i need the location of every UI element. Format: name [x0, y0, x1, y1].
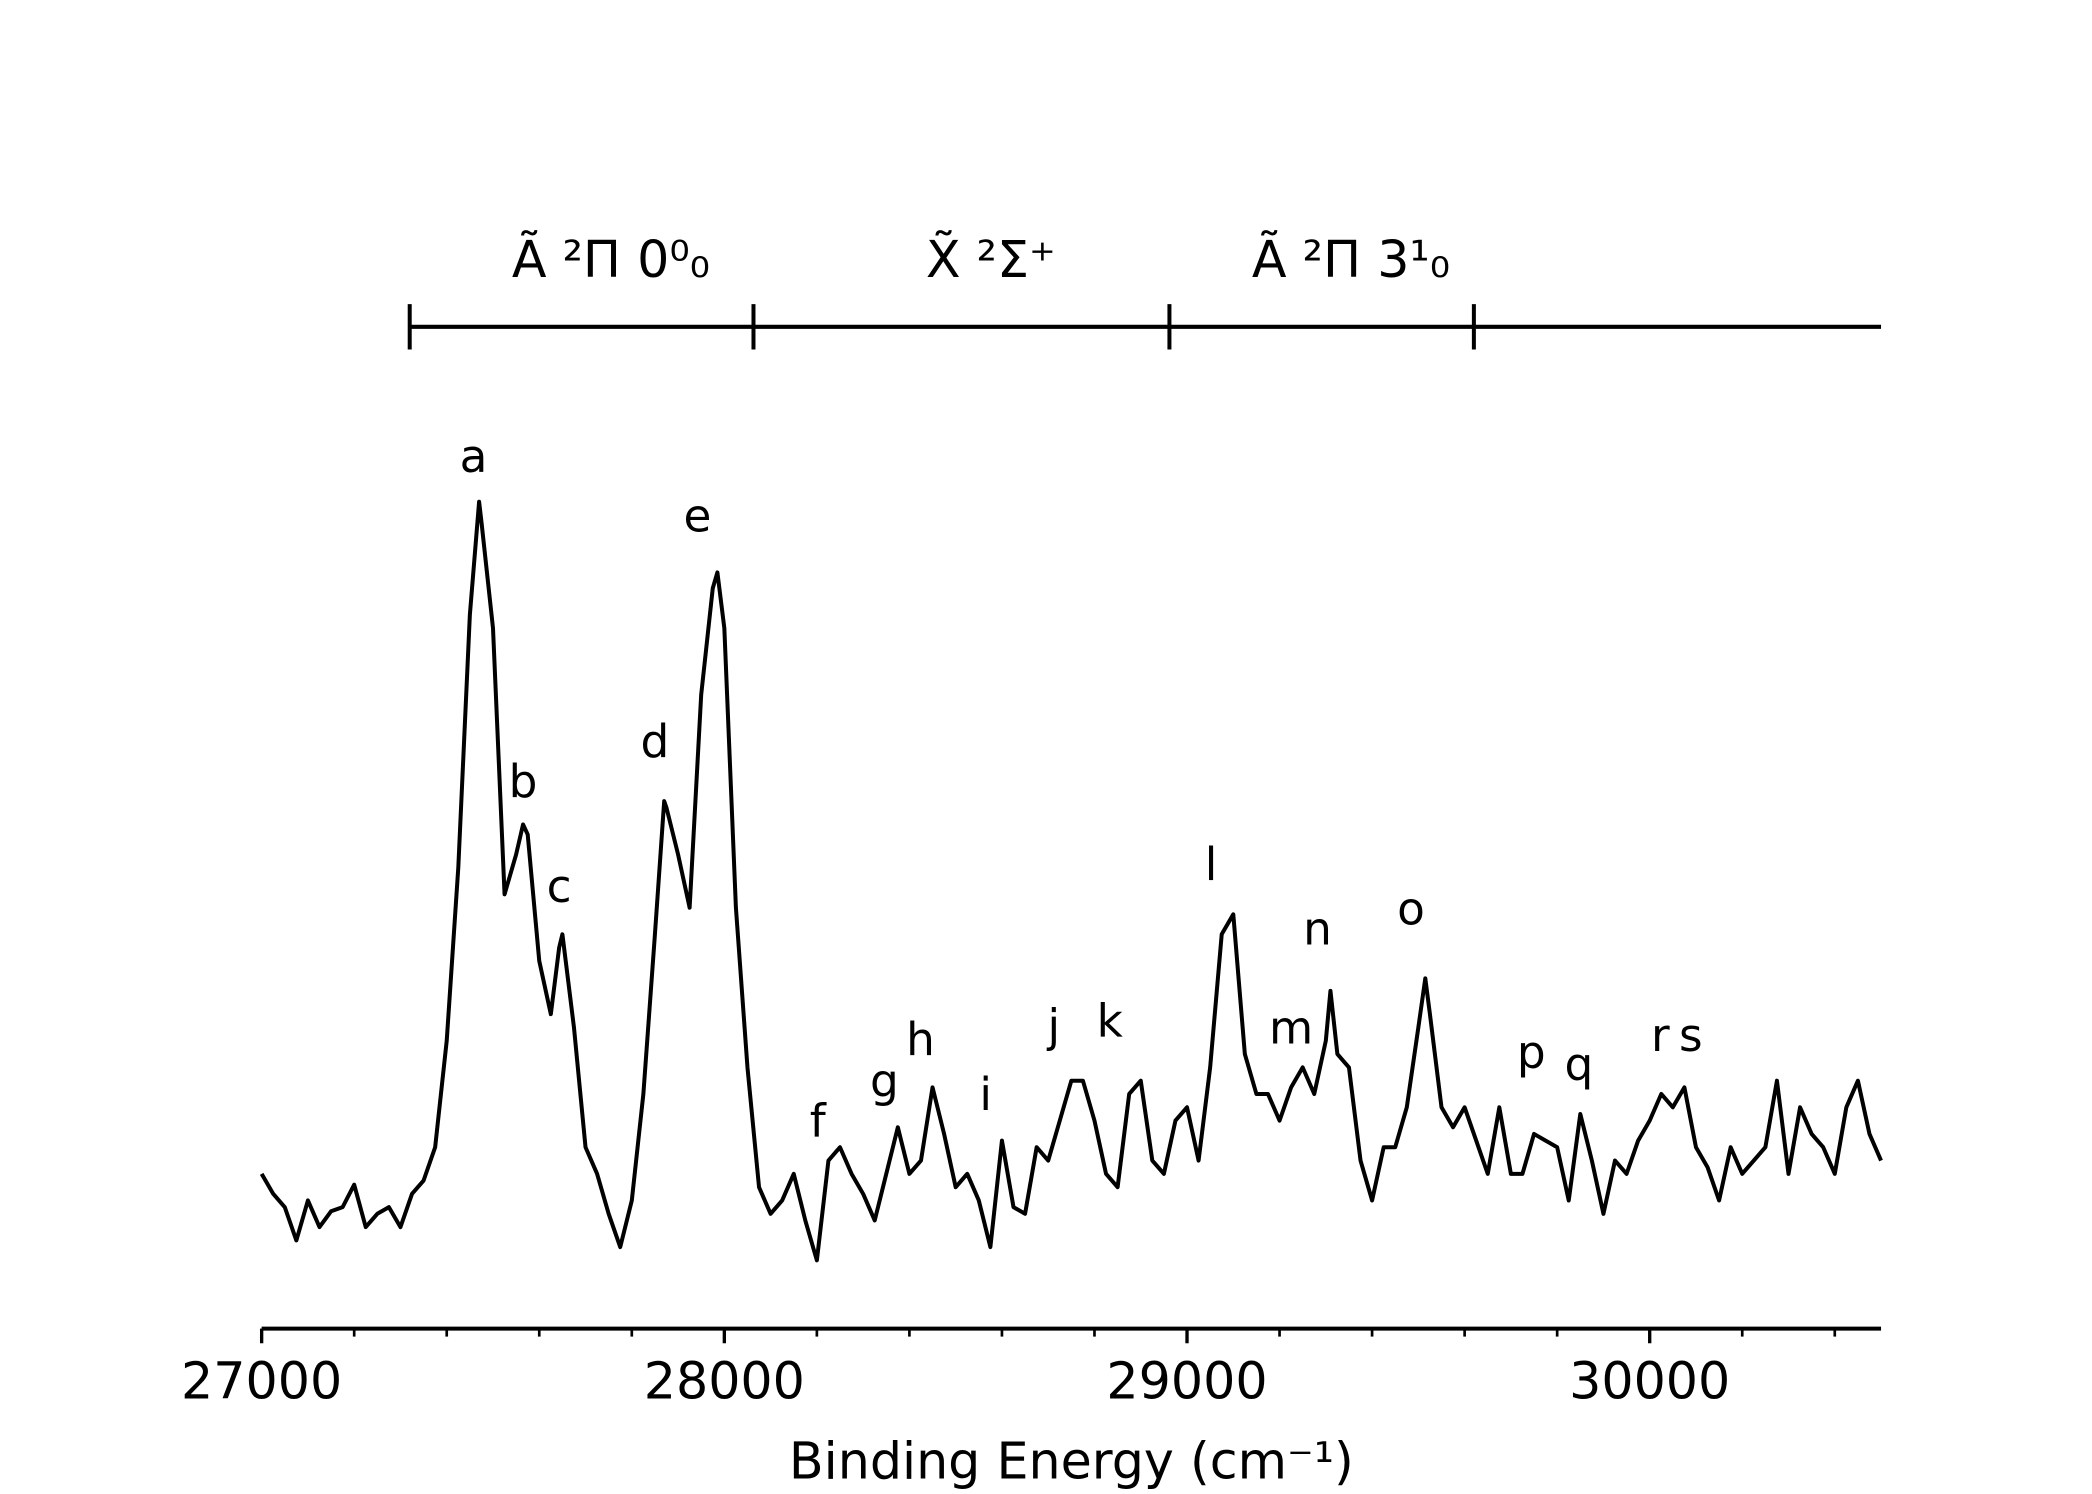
peak-label: i: [979, 1068, 992, 1121]
peak-label: h: [906, 1013, 935, 1066]
peak-label: e: [684, 490, 712, 543]
state-label: Ã ²Π 0⁰₀: [512, 229, 710, 289]
peak-label: k: [1097, 995, 1124, 1048]
peak-label: b: [509, 755, 538, 808]
peak-label: q: [1565, 1038, 1594, 1091]
peak-label: f: [810, 1094, 827, 1147]
peak-label: c: [547, 860, 572, 913]
peak-label: p: [1517, 1026, 1546, 1079]
peak-label: g: [870, 1055, 899, 1108]
peak-label: j: [1046, 1000, 1060, 1053]
x-tick-label: 30000: [1569, 1352, 1730, 1411]
spectrum-line: [259, 499, 1883, 1263]
peak-label: s: [1679, 1009, 1703, 1062]
x-axis-label: Binding Energy (cm⁻¹): [789, 1432, 1354, 1491]
x-tick-label: 28000: [644, 1352, 805, 1411]
peak-label: a: [460, 430, 488, 483]
peak-label: l: [1205, 838, 1218, 891]
state-label: Ã ²Π 3¹₀: [1252, 229, 1450, 289]
peak-label: m: [1269, 1001, 1313, 1054]
peak-label: n: [1303, 902, 1332, 955]
peak-label: r: [1651, 1009, 1670, 1062]
state-label: X̃ ²Σ⁺: [926, 229, 1056, 289]
x-tick-label: 29000: [1106, 1352, 1267, 1411]
x-tick-label: 27000: [181, 1352, 342, 1411]
peak-label: o: [1397, 882, 1425, 935]
peak-label: d: [641, 715, 670, 768]
